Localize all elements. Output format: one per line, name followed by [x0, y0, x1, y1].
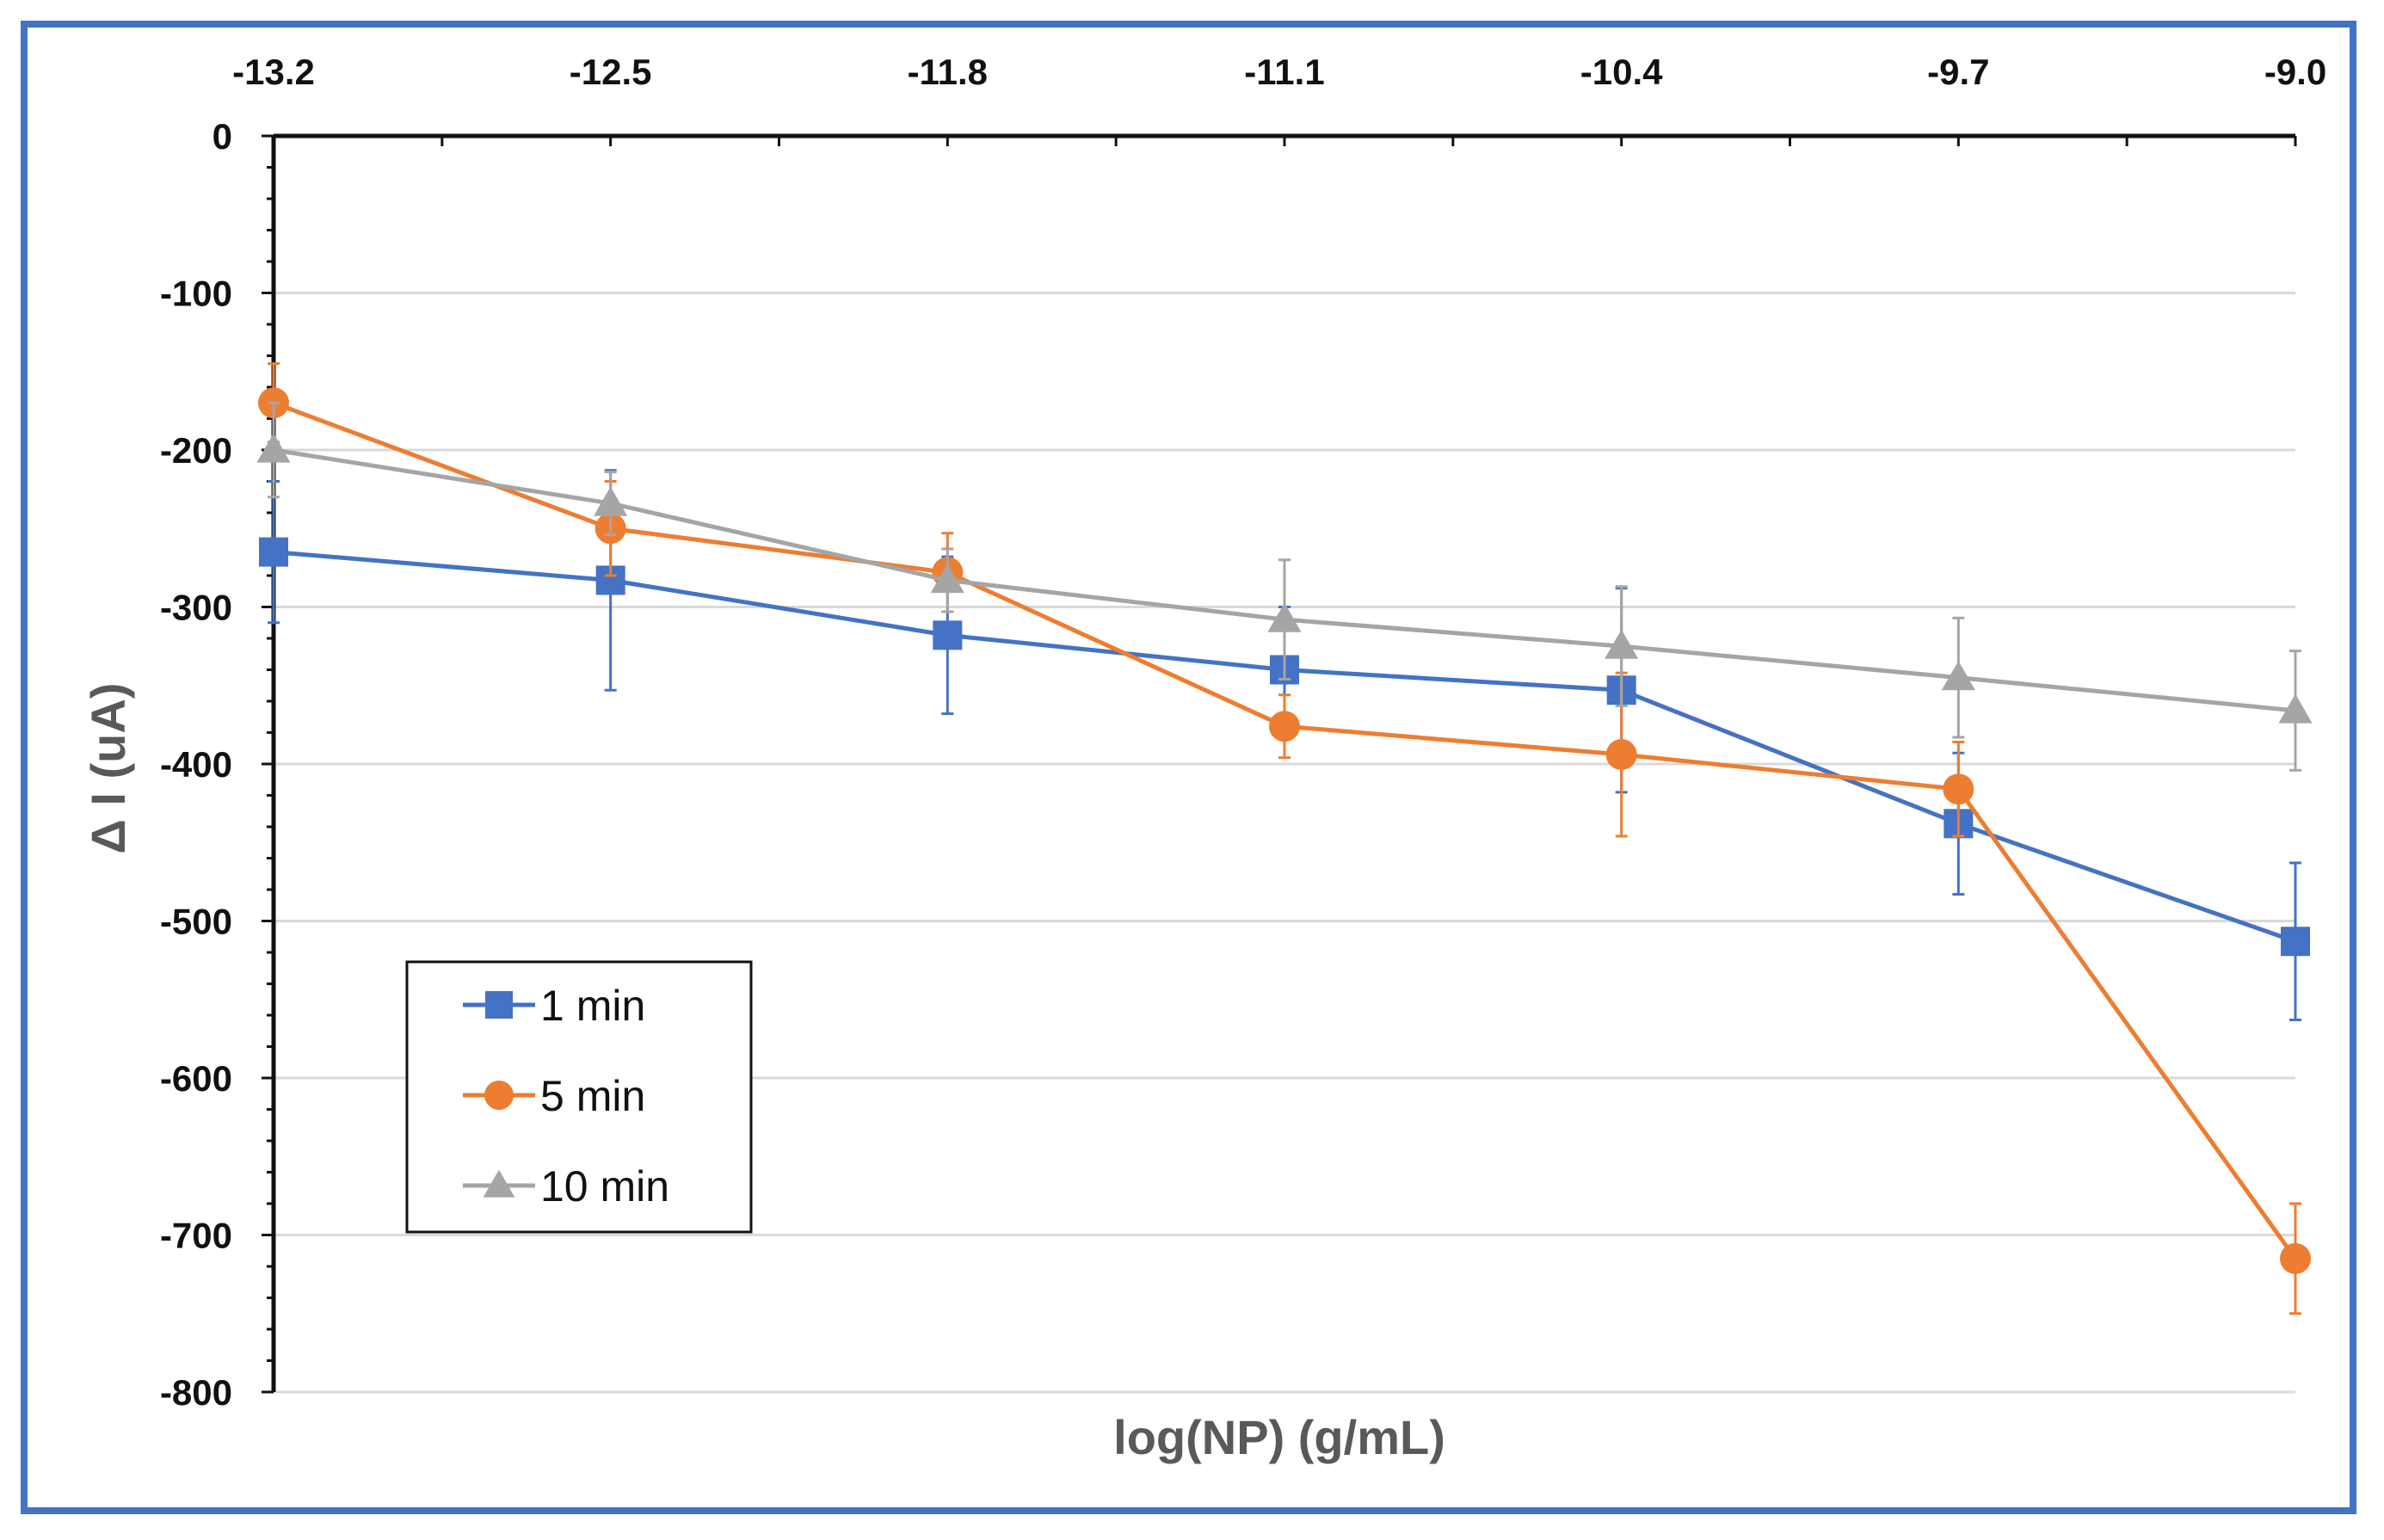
data-point [1605, 739, 1637, 771]
y-tick-label: -700 [160, 1216, 232, 1256]
legend-marker [485, 991, 513, 1019]
y-tick-label: -600 [160, 1058, 232, 1099]
y-tick-label: -200 [160, 430, 232, 471]
legend-marker [484, 1081, 514, 1110]
y-tick-label: -100 [160, 274, 232, 314]
data-point [594, 486, 628, 516]
data-point [2278, 693, 2313, 724]
x-axis-title: log(NP) (g/mL) [1113, 1410, 1445, 1464]
data-point [1267, 602, 1302, 632]
x-tick-label: -13.2 [232, 52, 315, 92]
data-point [256, 433, 291, 463]
legend-entry: 10 min [463, 1162, 669, 1210]
x-tick-label: -12.5 [570, 52, 652, 92]
series-10-min [256, 401, 2313, 772]
data-point [2281, 927, 2310, 957]
legend: 1 min 5 min 10 min [405, 960, 753, 1234]
legend-label: 1 min [540, 982, 645, 1030]
x-tick-label: -11.1 [1244, 52, 1324, 92]
gridlines [274, 292, 2295, 1394]
data-point [933, 620, 963, 650]
legend-label: 10 min [540, 1162, 669, 1210]
legend-entry: 1 min [463, 982, 645, 1030]
y-tick-label: -800 [160, 1372, 232, 1413]
data-point [2280, 1242, 2311, 1274]
y-tick-label: -500 [160, 902, 232, 942]
legend-marker [483, 1169, 515, 1198]
data-point [1943, 773, 1974, 805]
x-tick-label: -11.8 [908, 52, 988, 92]
data-point [1605, 629, 1639, 659]
axes: 0 -100 -200 -300 -400 -500 -600 -700 -800 -13.2 -1… [160, 52, 2326, 1413]
legend-entry: 5 min [463, 1072, 645, 1120]
series-plot [256, 362, 2313, 1315]
data-point [259, 537, 288, 567]
x-tick-label: -9.7 [1927, 52, 1989, 92]
y-tick-label: 0 [213, 116, 232, 157]
x-tick-label: -10.4 [1580, 52, 1663, 92]
data-point [930, 563, 964, 594]
legend-label: 5 min [540, 1072, 645, 1120]
figure-frame [21, 21, 2356, 1514]
y-tick-label: -400 [160, 744, 232, 785]
y-axis-title: Δ I (uA) [81, 683, 135, 854]
data-point [1941, 661, 1975, 691]
data-point [1269, 711, 1300, 742]
y-tick-label: -300 [160, 588, 232, 628]
x-tick-label: -9.0 [2264, 52, 2326, 92]
